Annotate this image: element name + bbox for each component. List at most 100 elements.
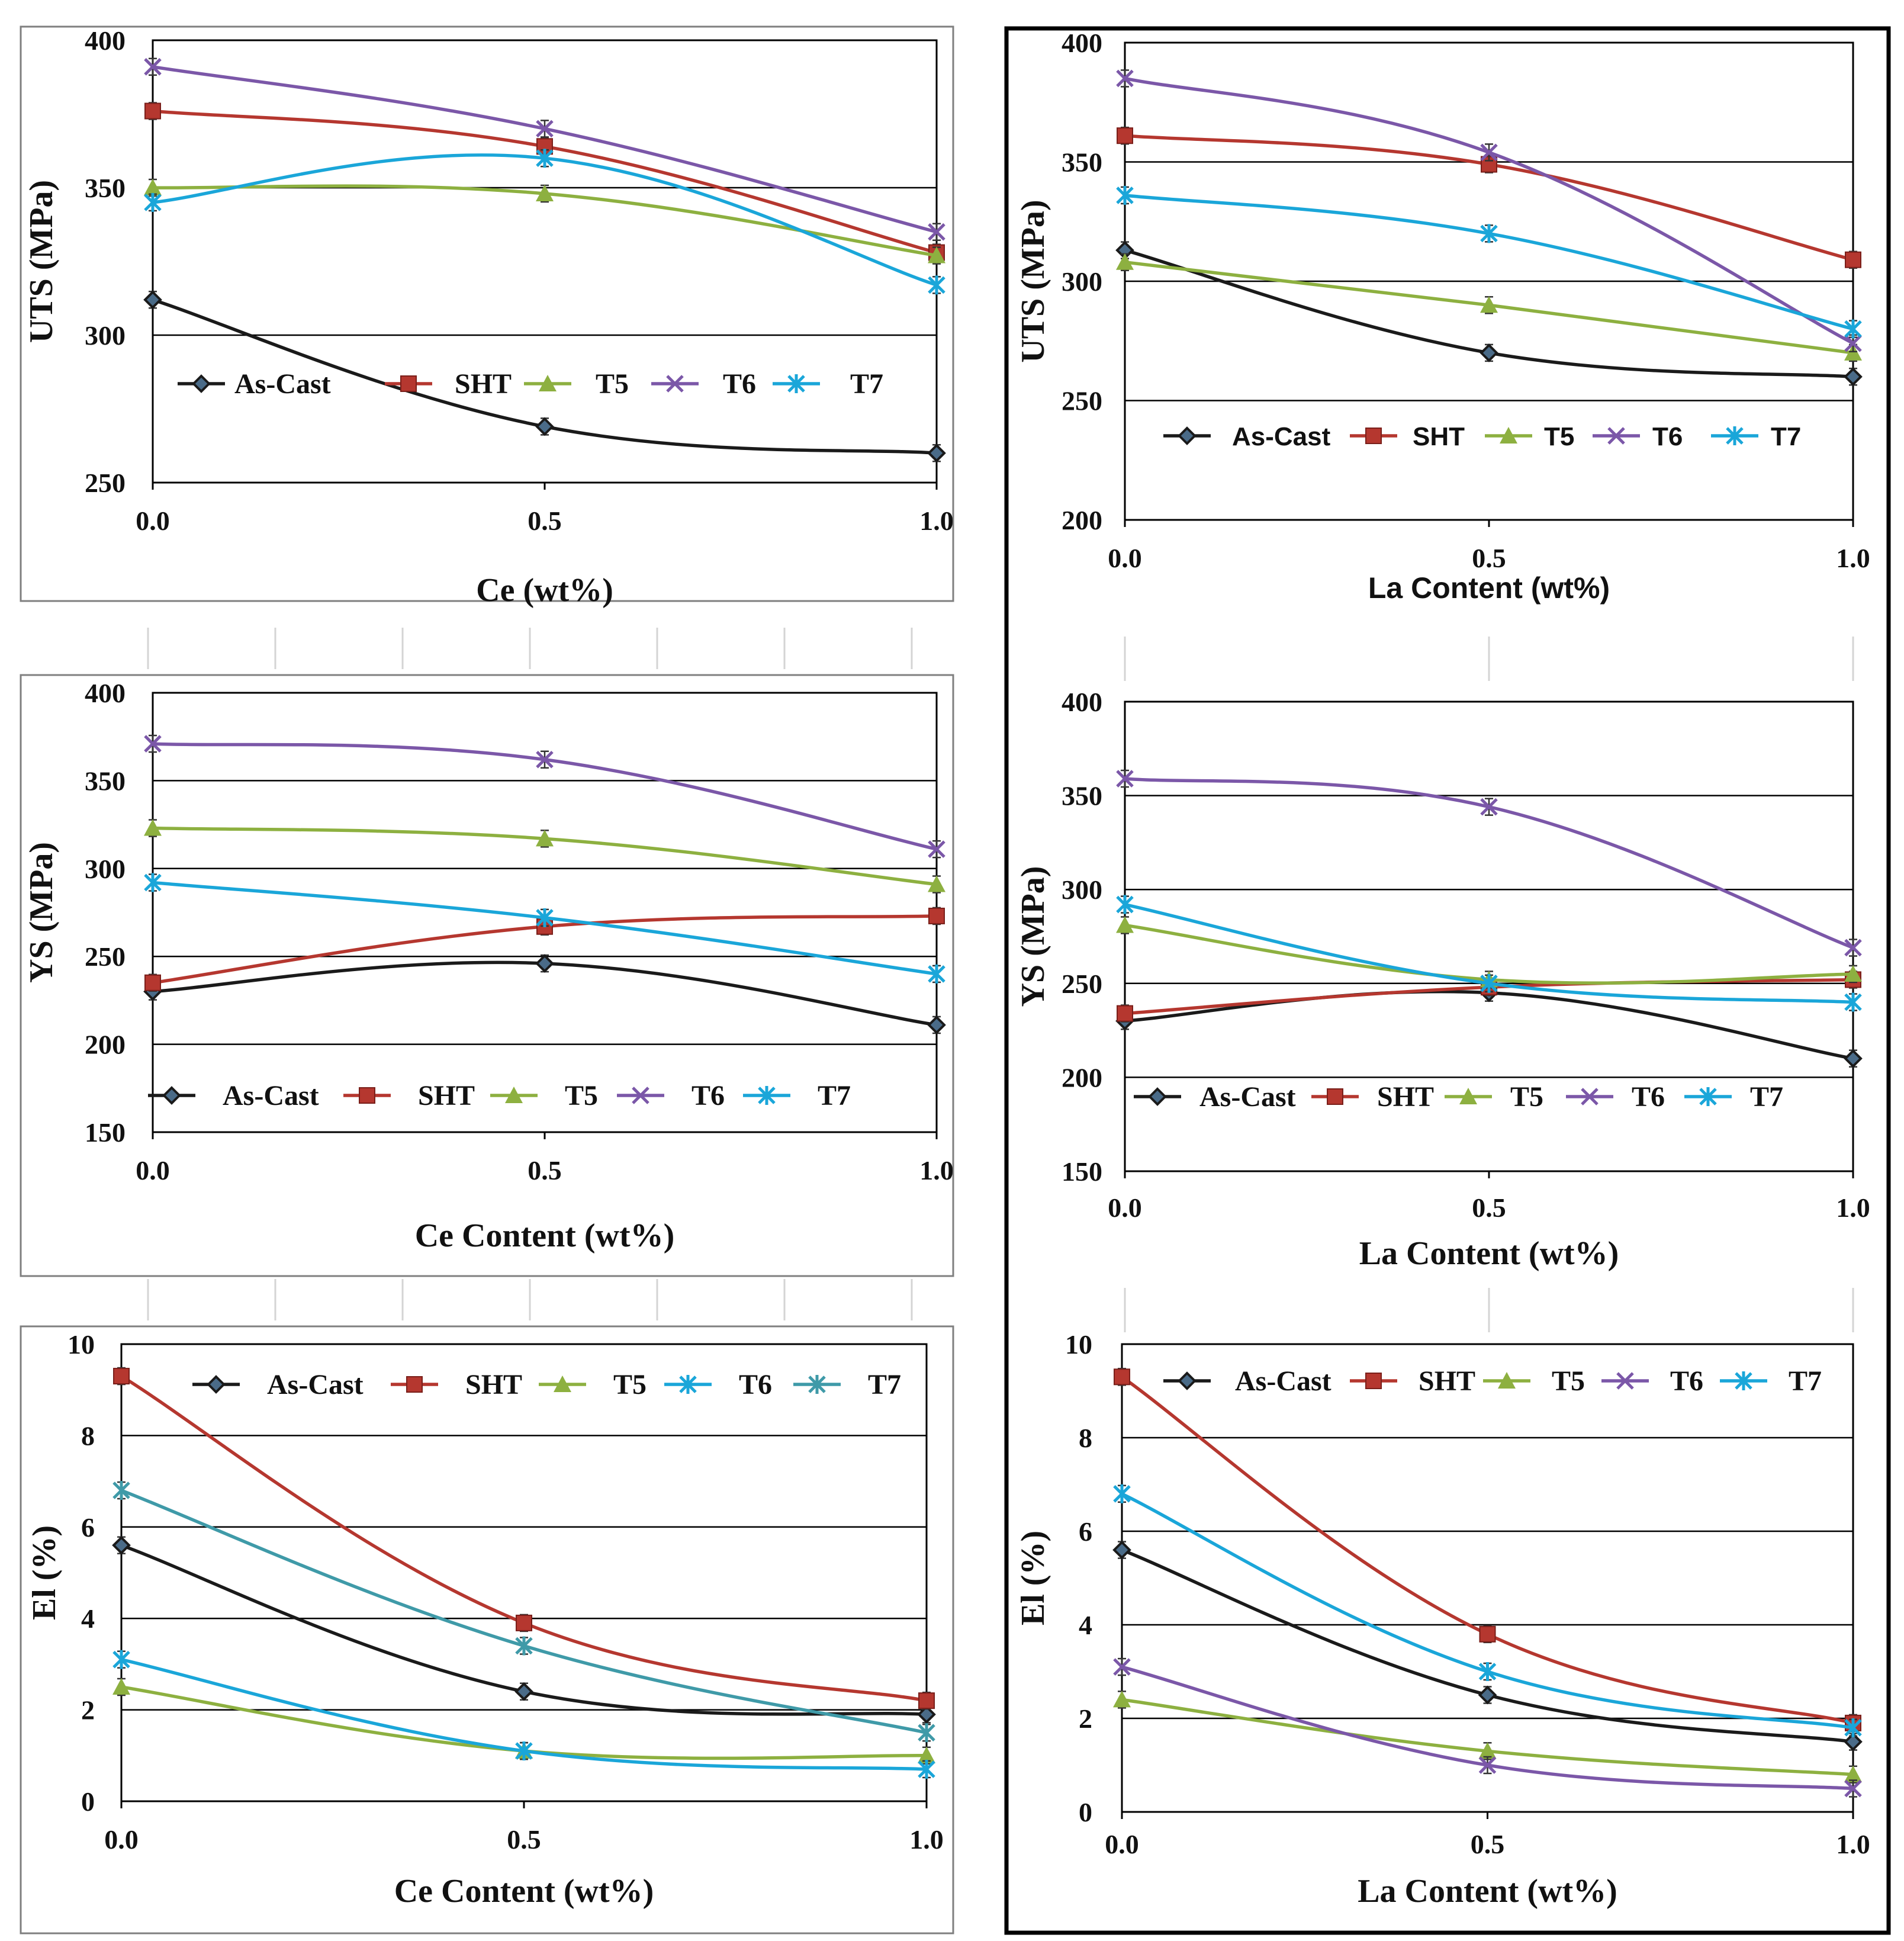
legend-item: T5 — [490, 1080, 598, 1111]
legend-item: T7 — [743, 1080, 851, 1111]
legend-item: T6 — [1566, 1081, 1665, 1113]
y-tick-label: 250 — [85, 468, 126, 498]
legend-item: T7 — [1720, 1365, 1822, 1397]
y-tick-label: 400 — [1062, 687, 1102, 717]
data-point — [928, 275, 945, 295]
data-point — [536, 149, 554, 168]
data-point — [1478, 1742, 1497, 1759]
legend-item: SHT — [391, 1369, 522, 1400]
x-axis-label: Ce Content (wt%) — [394, 1873, 654, 1910]
legend-marker — [758, 1086, 776, 1105]
legend: As-Cast SHT T5 T6 T7 — [148, 1080, 851, 1111]
legend-marker — [207, 1375, 226, 1394]
y-axis-label: YS (MPa) — [1015, 866, 1051, 1007]
data-point — [1478, 1685, 1497, 1705]
y-axis-label: UTS (MPa) — [23, 180, 60, 343]
data-point — [1844, 319, 1862, 339]
legend-item: SHT — [385, 368, 512, 400]
y-tick-label: 300 — [1062, 266, 1102, 297]
data-point — [1112, 1540, 1131, 1560]
data-point — [1116, 770, 1134, 788]
legend-marker — [1607, 427, 1625, 445]
legend-label: T7 — [818, 1080, 851, 1111]
chart-ys-la: 150 200 250 300 350 400 0.0 0.5 1.0 La Content (w… — [1015, 687, 1870, 1272]
data-point — [515, 1636, 533, 1656]
y-tick-label: 400 — [1062, 28, 1102, 58]
y-tick-label: 4 — [81, 1603, 95, 1634]
data-point — [1844, 1779, 1862, 1798]
series-t6 — [1116, 769, 1862, 957]
x-tick-label: 1.0 — [919, 1155, 954, 1185]
legend: As-Cast SHT T5 T6 T7 — [178, 368, 883, 400]
y-tick-label: 10 — [67, 1329, 95, 1360]
y-axis-label: UTS (MPa) — [1015, 200, 1051, 362]
legend-label: SHT — [1377, 1081, 1434, 1113]
x-axis-label: La Content (wt%) — [1358, 1873, 1617, 1910]
legend-marker — [1459, 1088, 1477, 1104]
y-tick-label: 350 — [1062, 781, 1102, 811]
legend-marker — [1616, 1372, 1634, 1390]
legend-label: T7 — [1750, 1081, 1783, 1113]
data-point — [144, 179, 162, 195]
legend-label: As-Cast — [223, 1080, 319, 1111]
legend-label: T5 — [565, 1080, 598, 1111]
x-tick-label: 0.5 — [528, 506, 562, 536]
data-point — [515, 1741, 533, 1761]
legend-item: As-Cast — [1163, 1365, 1331, 1397]
x-axis-label: Ce Content (wt%) — [415, 1217, 675, 1254]
legend-label: SHT — [455, 368, 512, 400]
data-point — [144, 102, 161, 120]
x-axis-label: La Content (wt%) — [1368, 571, 1610, 605]
data-point — [1480, 296, 1498, 313]
legend-label: T6 — [739, 1369, 772, 1400]
data-point — [536, 184, 554, 201]
legend-label: SHT — [1419, 1365, 1475, 1397]
legend-item: T6 — [1601, 1365, 1703, 1397]
legend-marker — [1498, 1372, 1516, 1389]
legend: As-Cast SHT T5 T6 T7 — [192, 1369, 901, 1400]
data-point — [144, 873, 162, 892]
legend-marker — [1148, 1087, 1167, 1106]
y-tick-label: 250 — [1062, 386, 1102, 416]
data-point — [927, 1016, 946, 1034]
data-point — [1844, 335, 1862, 352]
legend-marker — [505, 1087, 523, 1103]
y-tick-label: 400 — [85, 678, 126, 708]
y-tick-label: 8 — [81, 1421, 95, 1451]
legend-item: SHT — [1311, 1081, 1434, 1113]
y-tick-label: 200 — [85, 1030, 126, 1060]
legend-marker — [400, 375, 417, 392]
data-point — [1845, 251, 1861, 268]
legend-label: As-Cast — [1232, 422, 1331, 451]
legend-marker — [632, 1087, 649, 1104]
legend: As-Cast SHT T5 T6 T7 — [1163, 422, 1801, 451]
legend-marker — [1735, 1371, 1752, 1390]
legend-item: As-Cast — [178, 368, 331, 400]
data-point — [1113, 1658, 1131, 1676]
x-tick-label: 0.0 — [1108, 543, 1142, 573]
series-t5 — [144, 178, 945, 265]
legend-marker — [787, 374, 805, 393]
data-point — [918, 1692, 935, 1709]
y-tick-label: 350 — [85, 766, 126, 796]
data-point — [1480, 224, 1498, 243]
data-point — [1844, 1732, 1863, 1752]
chart-frame — [20, 674, 954, 1277]
chart-el-la: 0 2 4 6 8 10 0.0 0.5 1.0 La Content (wt%) El (%) As… — [1015, 1329, 1870, 1910]
legend-item: T6 — [617, 1080, 725, 1111]
legend-label: T5 — [596, 368, 629, 400]
legend-item: SHT — [343, 1080, 475, 1111]
y-tick-label: 0 — [1079, 1797, 1092, 1827]
data-point — [536, 120, 554, 138]
legend-marker — [1500, 427, 1517, 444]
y-tick-label: 350 — [85, 173, 126, 203]
legend-item: T5 — [524, 368, 629, 400]
series-t6 — [144, 57, 945, 241]
x-tick-label: 0.5 — [507, 1824, 541, 1855]
series-t7 — [144, 149, 945, 295]
legend-marker — [1726, 426, 1744, 445]
legend-label: T6 — [723, 368, 756, 400]
legend-item: SHT — [1350, 1365, 1475, 1397]
